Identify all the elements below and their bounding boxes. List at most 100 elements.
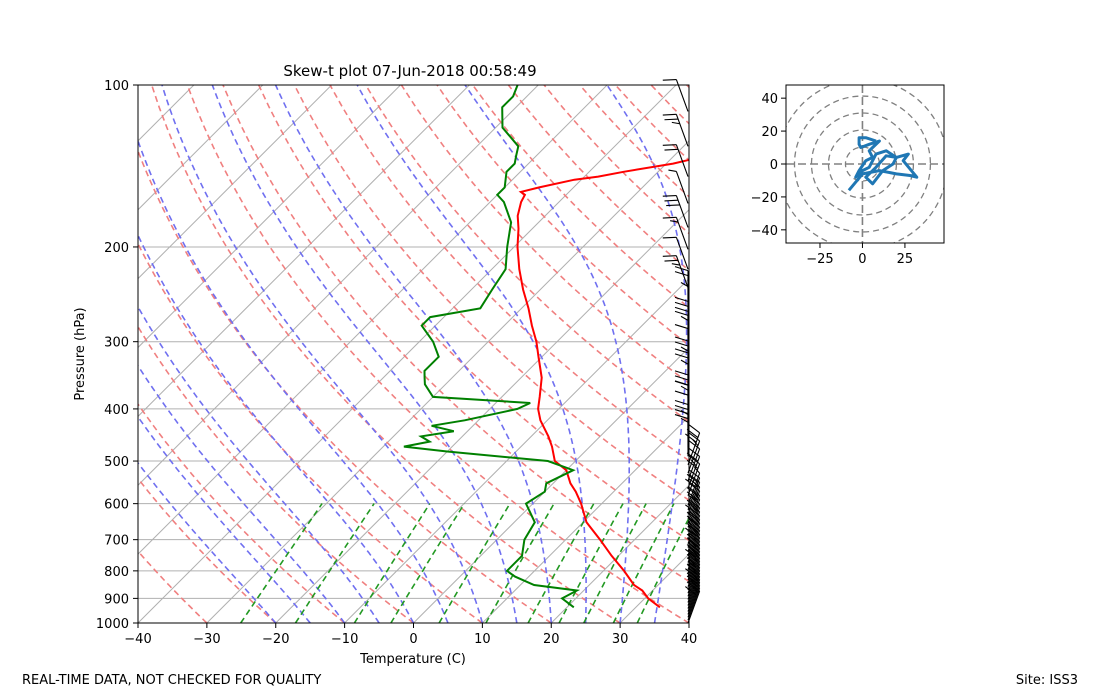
dry-adiabat	[436, 85, 689, 347]
y-tick-label: 400	[104, 403, 129, 418]
dry-adiabat	[138, 242, 483, 623]
skewt-ylabel: Pressure (hPa)	[73, 307, 88, 400]
isotherm	[688, 622, 689, 623]
skewt-x-ticks: −40 −30 −20 −10 0 10 20 30 40	[124, 623, 697, 647]
dry-adiabat	[686, 85, 689, 89]
wind-barb	[662, 194, 689, 228]
dry-adiabat	[329, 85, 689, 462]
quality-disclaimer: REAL-TIME DATA, NOT CHECKED FOR QUALITY	[22, 673, 322, 688]
isotherm	[550, 484, 689, 623]
moist-adiabat	[138, 415, 311, 623]
skewt-frame	[137, 84, 690, 624]
hodograph-ticks: −25 0 25 −40 −20 0 20 40	[751, 92, 914, 267]
temperature-profile	[516, 158, 689, 609]
x-tick-label: −10	[331, 632, 358, 647]
mixing-ratio-line	[353, 503, 431, 623]
hodo-x-tick-label: 0	[858, 252, 866, 267]
skewt-y-ticks: 1000 900 800 700 600 500 400 300 200 100	[96, 79, 138, 632]
isotherm	[0, 85, 56, 623]
skewt-data-layer	[403, 85, 689, 609]
dry-adiabat	[138, 477, 277, 623]
y-tick-label: 600	[104, 498, 129, 513]
moist-adiabat	[274, 85, 553, 623]
hodograph-data-layer	[847, 136, 919, 192]
mixing-ratio-line	[558, 503, 624, 623]
moist-adiabat	[138, 364, 346, 623]
hodo-y-tick-label: 20	[761, 125, 778, 140]
mixing-ratio-line	[636, 516, 689, 623]
isotherm	[138, 85, 677, 623]
dry-adiabat	[138, 550, 208, 623]
x-tick-label: 30	[612, 632, 629, 647]
dry-adiabat	[257, 85, 689, 542]
isotherm	[138, 85, 401, 349]
mixing-ratio-line	[485, 503, 555, 623]
x-tick-label: 40	[681, 632, 698, 647]
dry-adiabat	[138, 325, 414, 623]
x-tick-label: −20	[262, 632, 289, 647]
moist-adiabat	[161, 85, 484, 623]
dry-adiabat	[794, 85, 1100, 623]
moist-adiabat	[356, 85, 587, 623]
isotherm	[482, 415, 689, 623]
hodo-y-tick-label: −20	[751, 191, 778, 206]
x-tick-label: −40	[124, 632, 151, 647]
wind-barbs	[662, 78, 701, 624]
hodograph-panel: −25 0 25 −40 −20 0 20 40	[751, 84, 945, 267]
y-tick-label: 800	[104, 565, 129, 580]
isotherm	[206, 140, 689, 623]
hodo-y-tick-label: 0	[770, 158, 778, 173]
dry-adiabat	[293, 85, 689, 502]
x-tick-label: 10	[474, 632, 491, 647]
y-tick-label: 300	[104, 336, 129, 351]
isotherm	[138, 85, 332, 280]
skewt-background-lines	[0, 85, 1100, 623]
dry-adiabat	[758, 85, 1100, 623]
wind-barb	[662, 255, 689, 288]
isotherm	[138, 85, 264, 211]
isotherm	[138, 85, 470, 418]
hodo-y-tick-label: 40	[761, 92, 778, 107]
isotherm	[344, 277, 689, 623]
skewt-title: Skew-t plot 07-Jun-2018 00:58:49	[283, 62, 536, 80]
moist-adiabat	[688, 618, 689, 623]
y-tick-label: 1000	[96, 617, 129, 632]
isotherm	[138, 85, 539, 486]
dry-adiabat	[138, 148, 552, 623]
isotherm	[275, 209, 689, 623]
isotherm	[138, 85, 608, 555]
mixing-ratio-line	[438, 503, 511, 623]
dry-adiabat	[138, 402, 346, 623]
y-tick-label: 100	[104, 79, 129, 94]
dry-adiabat	[865, 85, 1100, 623]
dry-adiabat	[723, 85, 1100, 623]
wind-barb	[674, 370, 689, 409]
moist-adiabat	[138, 233, 415, 623]
x-tick-label: 0	[409, 632, 417, 647]
wind-barb	[662, 236, 689, 270]
wind-barb	[668, 169, 689, 204]
dry-adiabat	[365, 85, 689, 423]
isotherm	[413, 346, 689, 623]
moist-adiabat	[138, 461, 277, 623]
mixing-ratio-line	[390, 503, 466, 623]
x-tick-label: −30	[193, 632, 220, 647]
y-tick-label: 500	[104, 455, 129, 470]
moist-adiabat	[211, 85, 518, 623]
dry-adiabat	[472, 85, 689, 309]
skewt-panel: Skew-t plot 07-Jun-2018 00:58:49 −40 −30−…	[0, 62, 1100, 667]
y-tick-label: 200	[104, 241, 129, 256]
wind-barb	[662, 144, 689, 177]
x-tick-label: 20	[543, 632, 560, 647]
dry-adiabat	[507, 85, 689, 272]
wind-barb	[662, 113, 689, 147]
y-tick-label: 900	[104, 592, 129, 607]
hodo-y-tick-label: −40	[751, 224, 778, 239]
moist-adiabat	[606, 85, 688, 623]
skewt-xlabel: Temperature (C)	[359, 652, 466, 667]
dewpoint-profile	[403, 85, 581, 609]
hodograph-trace	[847, 136, 919, 192]
mixing-ratio-line	[240, 503, 323, 623]
mixing-ratio-line	[612, 503, 675, 623]
